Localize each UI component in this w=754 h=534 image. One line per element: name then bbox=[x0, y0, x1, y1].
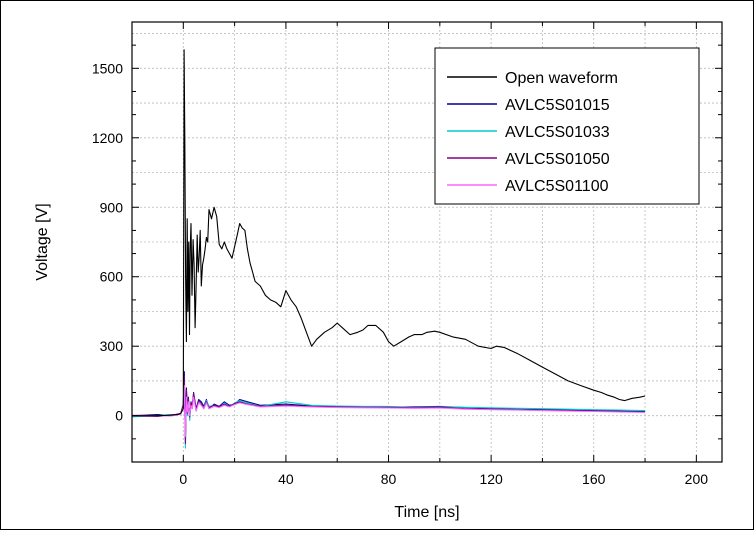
series-line-4 bbox=[132, 385, 646, 438]
y-tick-label: 0 bbox=[115, 408, 123, 424]
axes: 0 40 80 120 160 200 0 300 600 900 1200 1500 bbox=[92, 22, 722, 487]
legend-box bbox=[434, 47, 700, 205]
x-tick-label: 80 bbox=[381, 471, 397, 487]
y-tick-label: 1200 bbox=[92, 130, 123, 146]
legend-label: AVLC5S01033 bbox=[505, 124, 610, 141]
y-tick-label: 1500 bbox=[92, 60, 123, 76]
x-tick-label: 160 bbox=[582, 471, 606, 487]
y-axis-label: Voltage [V] bbox=[34, 203, 51, 280]
plot-border bbox=[131, 21, 723, 463]
y-tick-label: 300 bbox=[100, 338, 124, 354]
x-axis-label: Time [ns] bbox=[394, 504, 459, 521]
x-tick-label: 120 bbox=[479, 471, 503, 487]
legend-label: AVLC5S01015 bbox=[505, 97, 610, 114]
x-tick-label: 200 bbox=[685, 471, 709, 487]
series-line-0 bbox=[132, 49, 646, 417]
y-tick-label: 900 bbox=[100, 199, 124, 215]
legend-label: Open waveform bbox=[505, 70, 618, 87]
x-tick-label: 0 bbox=[179, 471, 187, 487]
x-tick-label: 40 bbox=[278, 471, 294, 487]
legend: Open waveform AVLC5S01015 AVLC5S01033 AVLC5… bbox=[434, 47, 700, 205]
legend-label: AVLC5S01050 bbox=[505, 151, 610, 168]
y-tick-label: 600 bbox=[100, 269, 124, 285]
series-group bbox=[132, 49, 646, 449]
legend-label: AVLC5S01100 bbox=[505, 178, 609, 195]
